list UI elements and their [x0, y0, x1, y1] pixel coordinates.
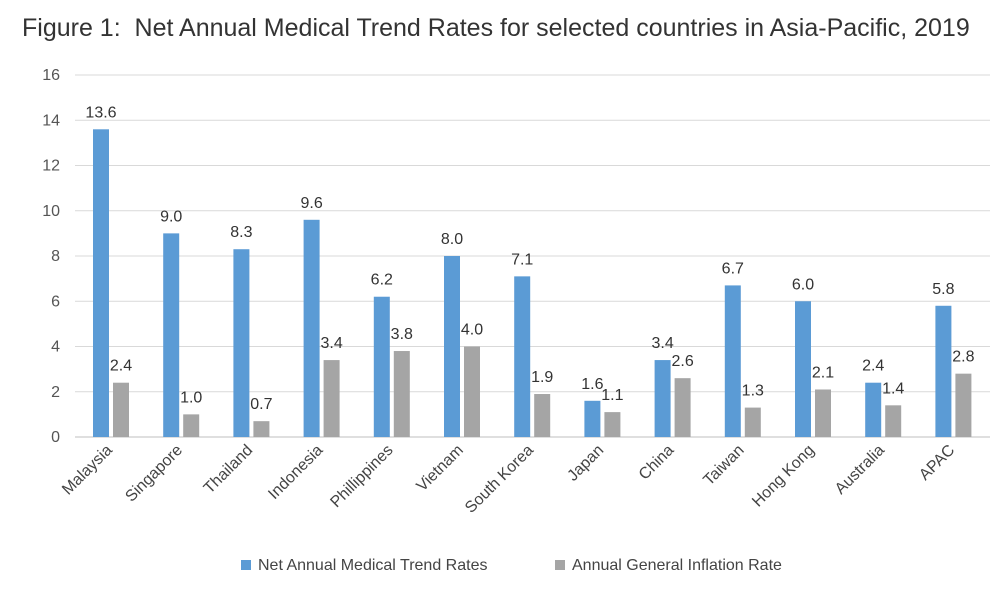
legend-swatch: [555, 560, 565, 570]
data-label: 5.8: [932, 281, 954, 298]
x-tick-label: Taiwan: [700, 442, 747, 489]
data-label: 1.6: [581, 376, 603, 393]
bar-inflation: [323, 360, 340, 437]
x-tick-label: Singapore: [122, 442, 186, 506]
data-label: 3.4: [651, 335, 673, 352]
x-tick-label: Australia: [832, 442, 888, 498]
bar-medical-trend: [935, 305, 952, 437]
bar-inflation: [815, 389, 831, 437]
bar-medical-trend: [724, 285, 741, 437]
data-label: 1.3: [742, 383, 764, 400]
data-label: 9.0: [160, 208, 182, 225]
data-label: 0.7: [250, 396, 272, 413]
y-tick-label: 2: [51, 384, 60, 401]
data-labels: 13.6 2.4 9.0 1.0 8.3 0.7 9.6 3.4 6.2 3.8 8.0 4.0 7.1…: [85, 104, 974, 413]
bar-medical-trend: [514, 276, 531, 437]
data-label: 6.7: [722, 260, 744, 277]
data-label: 7.1: [511, 251, 533, 268]
data-label: 2.6: [671, 353, 693, 370]
data-label: 6.2: [371, 272, 393, 289]
data-label: 4.0: [461, 322, 483, 339]
x-tick-label: Thailand: [201, 442, 256, 497]
data-label: 13.6: [85, 104, 116, 121]
data-label: 6.0: [792, 276, 814, 293]
x-tick-label: Japan: [564, 442, 607, 485]
gridlines: [75, 74, 990, 393]
data-label: 8.0: [441, 231, 463, 248]
x-tick-label: Indonesia: [265, 442, 326, 503]
x-tick-label: China: [636, 442, 678, 484]
legend: Net Annual Medical Trend Rates Annual Gen…: [241, 557, 782, 574]
data-label: 8.3: [230, 224, 252, 241]
bar-inflation: [534, 394, 551, 437]
bar-medical-trend: [233, 249, 250, 437]
bar-medical-trend: [795, 301, 811, 437]
y-tick-label: 0: [51, 429, 60, 446]
data-label: 2.4: [862, 358, 884, 375]
bar-inflation: [464, 346, 480, 437]
y-tick-label: 6: [51, 293, 60, 310]
y-tick-label: 12: [42, 158, 60, 175]
bar-inflation: [744, 407, 761, 437]
data-label: 1.1: [601, 387, 623, 404]
bar-medical-trend: [865, 382, 882, 437]
y-tick-label: 10: [42, 203, 60, 220]
x-tick-label: Phillippines: [327, 442, 396, 511]
data-label: 3.4: [320, 335, 342, 352]
bars: [93, 129, 972, 438]
legend-swatch: [241, 560, 251, 570]
chart-title: Figure 1: Net Annual Medical Trend Rates…: [22, 14, 970, 42]
y-axis: 0 2 4 6 8 10 12 14 16: [42, 67, 990, 446]
data-label: 2.8: [952, 349, 974, 366]
y-tick-label: 8: [51, 248, 60, 265]
bar-inflation: [604, 412, 621, 437]
x-tick-label: Malaysia: [59, 442, 116, 499]
x-tick-label: Hong Kong: [749, 442, 818, 511]
bar-medical-trend: [444, 256, 460, 437]
bar-medical-trend: [654, 360, 671, 437]
bar-medical-trend: [303, 219, 320, 437]
bar-medical-trend: [93, 129, 109, 438]
data-label: 3.8: [391, 326, 413, 343]
data-label: 1.0: [180, 389, 202, 406]
data-label: 1.9: [531, 369, 553, 386]
bar-inflation: [885, 405, 902, 437]
x-tick-label: APAC: [916, 442, 958, 484]
bar-inflation: [183, 414, 200, 437]
x-tick-label: Vietnam: [414, 442, 467, 495]
bar-medical-trend: [163, 233, 180, 437]
bar-medical-trend: [373, 296, 390, 437]
x-axis: Malaysia Singapore Thailand Indonesia Philli…: [59, 442, 958, 517]
bar-inflation: [955, 373, 972, 437]
bar-inflation: [253, 421, 270, 437]
y-tick-label: 16: [42, 67, 60, 84]
bar-inflation: [393, 351, 410, 437]
data-label: 1.4: [882, 380, 904, 397]
x-tick-label: South Korea: [462, 442, 537, 517]
data-label: 2.4: [110, 358, 132, 375]
y-tick-label: 14: [42, 112, 60, 129]
data-label: 2.1: [812, 364, 834, 381]
bar-inflation: [674, 378, 691, 437]
legend-label: Net Annual Medical Trend Rates: [258, 557, 487, 574]
data-label: 9.6: [300, 195, 322, 212]
bar-inflation: [113, 382, 129, 437]
bar-medical-trend: [584, 400, 601, 437]
y-tick-label: 4: [51, 339, 60, 356]
legend-label: Annual General Inflation Rate: [572, 557, 782, 574]
